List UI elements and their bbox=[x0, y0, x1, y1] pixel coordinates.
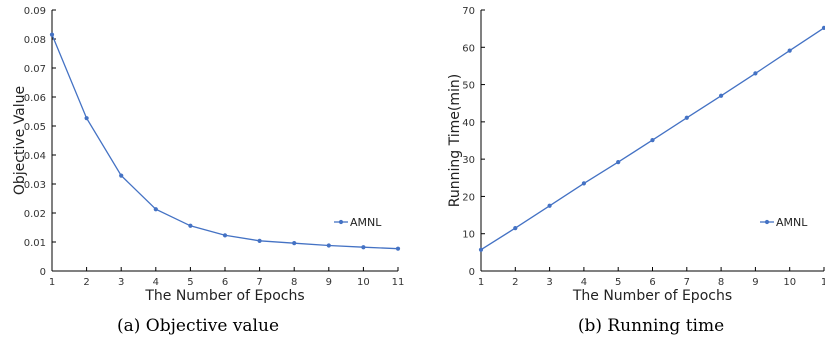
subfigure-caption: (a) Objective value bbox=[117, 316, 279, 336]
legend-marker bbox=[764, 219, 770, 225]
y-tick-label: 0 bbox=[469, 267, 475, 278]
data-point bbox=[684, 115, 689, 120]
x-tick-label: 4 bbox=[153, 277, 159, 288]
x-tick-label: 4 bbox=[581, 277, 587, 288]
y-axis-title: Running Time(min) bbox=[447, 74, 463, 207]
data-point bbox=[616, 160, 621, 165]
x-tick-label: 1 bbox=[821, 277, 825, 288]
x-tick-label: 7 bbox=[256, 277, 262, 288]
data-point bbox=[222, 233, 228, 238]
x-tick-label: 9 bbox=[326, 277, 332, 288]
x-tick-label: 6 bbox=[222, 277, 228, 288]
data-point bbox=[821, 25, 825, 30]
y-tick-label: 0.05 bbox=[24, 122, 46, 133]
x-tick-label: 3 bbox=[118, 277, 124, 288]
x-tick-label: 10 bbox=[357, 277, 370, 288]
data-point bbox=[361, 245, 366, 250]
y-tick-label: 30 bbox=[462, 155, 475, 166]
x-axis-title: The Number of Epochs bbox=[572, 288, 732, 304]
x-tick-label: 2 bbox=[512, 277, 518, 288]
data-point bbox=[650, 138, 655, 143]
x-tick-label: 8 bbox=[291, 277, 297, 288]
legend-marker bbox=[338, 219, 344, 225]
chart-panel-objective-value: 0 0.01 0.02 0.03 0.04 0.05 0.06 0.07 0.08 0.09 1 2 3… bbox=[12, 6, 404, 336]
data-point bbox=[513, 226, 518, 231]
x-tick-label: 5 bbox=[615, 277, 621, 288]
data-point bbox=[153, 207, 158, 212]
data-point bbox=[787, 48, 792, 53]
legend: AMNL bbox=[760, 216, 808, 229]
legend-label: AMNL bbox=[776, 216, 808, 229]
data-point bbox=[395, 246, 401, 251]
data-point bbox=[49, 32, 55, 37]
series-line-amnl bbox=[51, 34, 399, 250]
x-tick-label: 2 bbox=[83, 277, 89, 288]
y-tick-label: 0.01 bbox=[24, 238, 46, 249]
x-tick-label: 3 bbox=[546, 277, 552, 288]
x-tick-label: 9 bbox=[752, 277, 758, 288]
x-tick-label: 1 bbox=[478, 277, 484, 288]
chart-panel-running-time: 0 10 20 30 40 50 60 70 1 2 3 4 5 6 7 8 9 10 1 The Number of… bbox=[447, 6, 825, 336]
y-tick-label: 0.03 bbox=[24, 180, 46, 191]
x-tick-label: 1 bbox=[49, 277, 55, 288]
y-tick-label: 0.09 bbox=[24, 6, 46, 17]
x-tick-label: 7 bbox=[684, 277, 690, 288]
y-tick-label: 50 bbox=[462, 81, 475, 92]
data-point bbox=[719, 93, 724, 98]
legend-label: AMNL bbox=[350, 216, 382, 229]
x-tick-label: 5 bbox=[187, 277, 193, 288]
y-tick-label: 10 bbox=[462, 230, 475, 241]
y-tick-label: 60 bbox=[462, 43, 475, 54]
y-tick-label: 0 bbox=[40, 267, 46, 278]
x-axis-title: The Number of Epochs bbox=[144, 288, 304, 304]
subfigure-caption: (b) Running time bbox=[578, 316, 724, 336]
y-tick-label: 0.07 bbox=[24, 64, 46, 75]
y-axis-title: Objective Value bbox=[12, 86, 28, 195]
legend: AMNL bbox=[334, 216, 382, 229]
data-point bbox=[478, 247, 484, 252]
data-point bbox=[326, 243, 331, 248]
y-tick-label: 70 bbox=[462, 6, 475, 17]
data-point bbox=[581, 181, 587, 186]
y-tick-label: 20 bbox=[462, 192, 475, 203]
x-tick-label: 11 bbox=[392, 277, 405, 288]
y-tick-label: 0.02 bbox=[24, 209, 46, 220]
data-point bbox=[119, 173, 124, 178]
data-point bbox=[257, 238, 262, 243]
x-tick-label: 8 bbox=[718, 277, 724, 288]
y-tick-label: 40 bbox=[462, 118, 475, 129]
x-tick-label: 10 bbox=[783, 277, 796, 288]
data-point bbox=[84, 116, 89, 121]
data-point bbox=[753, 71, 758, 76]
data-point bbox=[547, 203, 552, 208]
y-tick-label: 0.06 bbox=[24, 93, 46, 104]
y-tick-label: 0.04 bbox=[24, 151, 46, 162]
y-tick-label: 0.08 bbox=[24, 35, 46, 46]
data-point bbox=[188, 223, 193, 228]
x-tick-label: 6 bbox=[649, 277, 655, 288]
data-point bbox=[292, 241, 297, 246]
